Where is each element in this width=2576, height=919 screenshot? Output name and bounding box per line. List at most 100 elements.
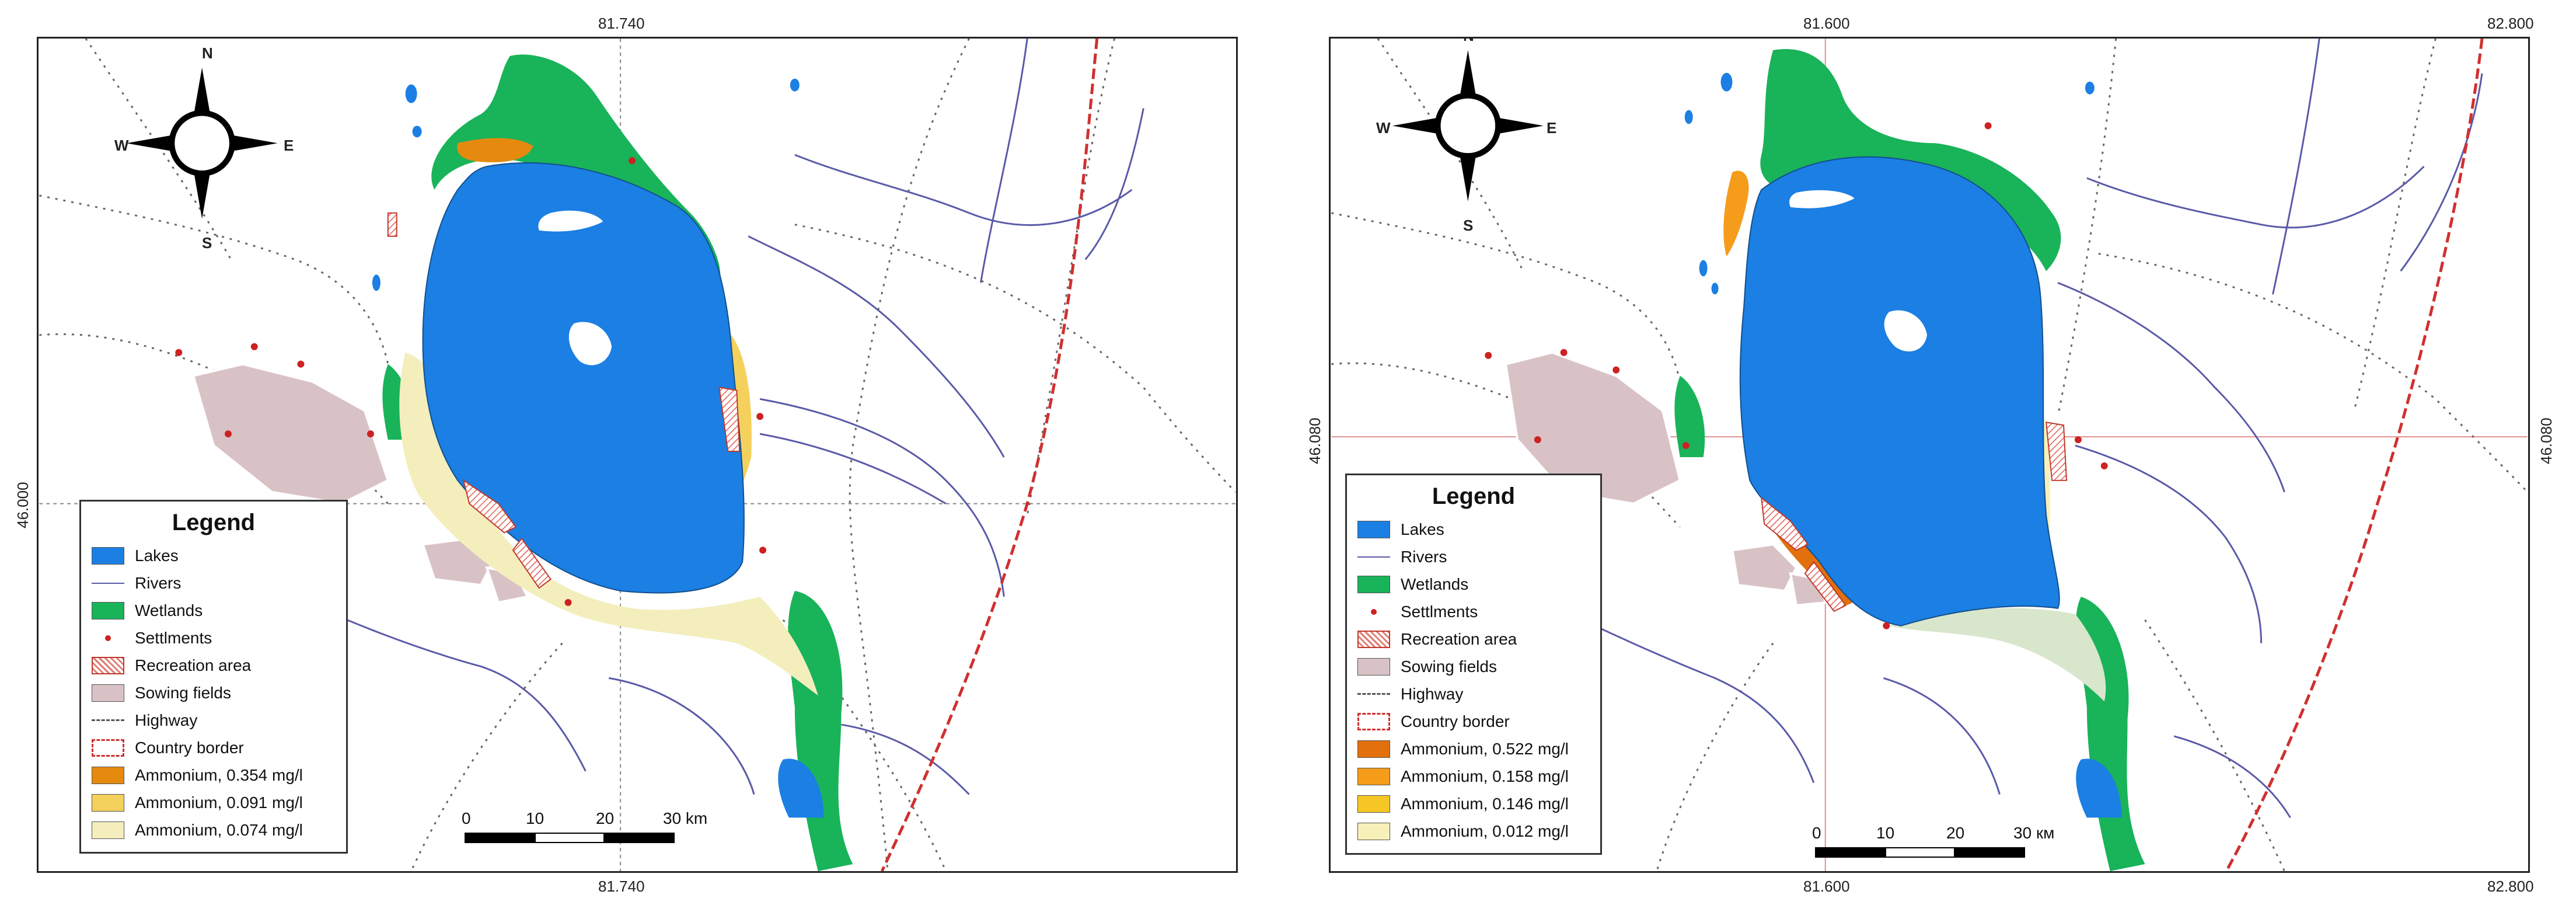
legend-item: Country border (1357, 708, 1590, 735)
legend-swatch (1357, 795, 1390, 813)
legend-label: Ammonium, 0.012 mg/l (1401, 821, 1569, 840)
legend-swatch (1357, 822, 1390, 840)
legend-swatch (92, 629, 124, 647)
legend-label: Ammonium, 0.354 mg/l (135, 765, 303, 784)
legend-item: Ammonium, 0.158 mg/l (1357, 763, 1590, 790)
map-panel-left: N S W E Legend Lakes Rivers Wetlands Settlm… (37, 37, 1238, 873)
legend-swatch (92, 821, 124, 839)
recreation-areas (1760, 422, 2068, 612)
legend-swatch (92, 582, 124, 584)
legend-item: Recreation area (1357, 625, 1590, 653)
scale-segment (605, 833, 675, 843)
legend-swatch (1357, 556, 1390, 558)
legend-label: Sowing fields (135, 683, 231, 702)
legend-item: Highway (92, 706, 336, 734)
legend-item: Ammonium, 0.354 mg/l (92, 761, 336, 789)
country-border (2225, 39, 2484, 871)
small-lakes (1684, 72, 2122, 818)
legend-swatch (92, 546, 124, 565)
legend-swatch (1357, 575, 1390, 593)
island (1884, 310, 1928, 351)
island (1789, 190, 1855, 208)
ammonium-zone-0.354 (457, 138, 533, 162)
scale-label: 20 (1946, 824, 1965, 842)
scale-label: 10 (1876, 824, 1895, 842)
settlements (175, 157, 767, 606)
legend-swatch (92, 766, 124, 784)
legend-label: Recreation area (135, 656, 252, 674)
legend-label: Ammonium, 0.091 mg/l (135, 793, 303, 812)
legend-swatch (92, 601, 124, 619)
ammonium-zone-0.158 (1723, 170, 1749, 257)
tick-right-right-map: 46.080 (2537, 417, 2555, 464)
legend-swatch (92, 719, 124, 721)
scale-segment (465, 833, 535, 843)
legend-item: Rivers (1357, 543, 1590, 570)
legend-swatch (1357, 630, 1390, 648)
lake-main (1739, 156, 2060, 626)
tick-top-right-map: 81.600 (1803, 15, 1850, 32)
legend-swatch (92, 739, 124, 757)
scale-segment (535, 833, 605, 843)
ammonium-zone-0.074 (399, 352, 818, 696)
scale-segment (1955, 847, 2025, 858)
map-canvas-left (39, 39, 1236, 871)
legend-item: Wetlands (92, 597, 336, 624)
tick-top-left-map: 81.740 (598, 15, 645, 32)
compass-s-label: S (202, 234, 212, 252)
legend-item: Lakes (1357, 516, 1590, 543)
legend-swatch (92, 684, 124, 702)
legend-title: Legend (172, 510, 256, 535)
legend-swatch (92, 793, 124, 812)
legend-items: Lakes Rivers Wetlands Settlments Recreation … (92, 542, 336, 844)
sowing-fields (1504, 351, 1827, 607)
legend-item: Country border (92, 734, 336, 761)
legend-item: Sowing fields (1357, 653, 1590, 680)
legend-swatch (1357, 603, 1390, 621)
legend-label: Highway (1401, 684, 1464, 703)
legend-swatch (1357, 740, 1390, 758)
legend-label: Rivers (135, 573, 181, 592)
legend-label: Wetlands (1401, 575, 1469, 593)
scale-segment (1815, 847, 1885, 858)
legend-label: Country border (135, 738, 244, 757)
legend-item: Settlments (92, 624, 336, 652)
legend-label: Settlments (135, 628, 212, 647)
legend-left: Legend Lakes Rivers Wetlands Settlments Recr… (79, 500, 348, 854)
legend-swatch (1357, 693, 1390, 695)
map-canvas-right (1331, 39, 2528, 871)
settlements (1485, 122, 2108, 629)
legend-label: Settlments (1401, 602, 1478, 621)
legend-item: Wetlands (1357, 570, 1590, 598)
legend-label: Ammonium, 0.074 mg/l (135, 820, 303, 839)
legend-label: Rivers (1401, 547, 1447, 566)
legend-item: Rivers (92, 569, 336, 597)
legend-item: Highway (1357, 680, 1590, 708)
tick-bottom-right-corner: 82.800 (2487, 878, 2534, 895)
scale-label: 20 (596, 809, 615, 827)
tick-top-right-corner: 82.800 (2487, 15, 2534, 32)
legend-item: Recreation area (92, 652, 336, 679)
legend-label: Ammonium, 0.158 mg/l (1401, 767, 1569, 785)
map-panel-right: N S W E Legend Lakes Rivers Wetlands Settlm… (1329, 37, 2530, 873)
compass-n-label: N (1463, 39, 1474, 45)
lake-main (422, 162, 745, 594)
legend-item: Lakes (92, 542, 336, 569)
legend-title: Legend (1432, 483, 1516, 509)
legend-label: Ammonium, 0.522 mg/l (1401, 739, 1569, 758)
tick-left-right-map: 46.080 (1306, 417, 1324, 464)
scale-label: 30 km (663, 809, 708, 827)
compass-w-label: W (114, 137, 129, 154)
legend-swatch (1357, 520, 1390, 538)
legend-item: Sowing fields (92, 679, 336, 706)
legend-label: Sowing fields (1401, 657, 1497, 676)
compass-rose (126, 67, 278, 219)
tick-left-left-map: 46.000 (14, 482, 32, 528)
small-lakes (372, 78, 824, 818)
compass-e-label: E (284, 137, 294, 154)
island (568, 322, 612, 365)
compass-w-label: W (1376, 119, 1391, 137)
legend-item: Ammonium, 0.012 mg/l (1357, 817, 1590, 845)
tick-bottom-left-map: 81.740 (598, 878, 645, 895)
legend-label: Ammonium, 0.146 mg/l (1401, 794, 1569, 813)
